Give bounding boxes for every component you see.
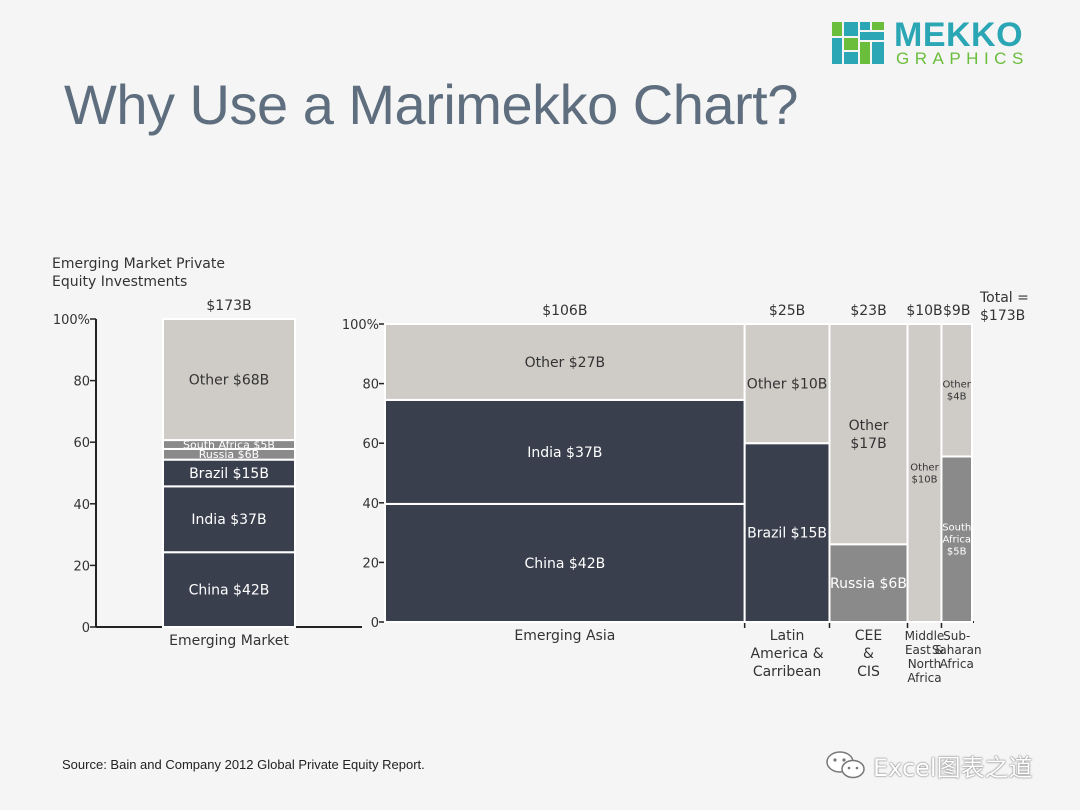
segment-label: Other $68B [189, 372, 270, 388]
bar-segment-brazil [162, 458, 296, 488]
logo-text-graphics: GRAPHICS [896, 49, 1029, 68]
column-total-label: $10B [906, 303, 942, 319]
left-y-tick-label: 80 [73, 375, 90, 390]
mekko-segment-label: Other $10B [747, 377, 828, 393]
mekko-segment-other [384, 323, 746, 401]
column-category-label: Saharan [932, 643, 982, 657]
left-total-label: $173B [206, 298, 251, 314]
mekko-segment-label: $17B [850, 436, 886, 452]
left-y-tick-label: 20 [73, 559, 90, 574]
mekko-segment-label: Africa [942, 535, 971, 546]
column-total-label: $9B [943, 303, 970, 319]
mekko-segment-other [743, 323, 831, 445]
right-y-tick-label: 0 [371, 616, 379, 631]
segment-label: China $42B [189, 583, 270, 599]
segment-label: India $37B [191, 512, 266, 528]
mekko-segment-label: Russia $6B [830, 576, 907, 592]
mekko-segment-label: $10B [912, 475, 938, 486]
left-axis-title: Emerging Market Private [52, 256, 225, 272]
mekko-segment-label: Other [910, 463, 939, 474]
mekko-segment-brazil [743, 442, 831, 624]
column-category-label: Latin [770, 628, 805, 644]
column-total-label: $25B [769, 303, 805, 319]
bar-segment-india [162, 485, 296, 554]
right-y-tick-label: 20 [362, 556, 379, 571]
grand-total-label: $173B [980, 308, 1025, 324]
column-category-label: Africa [907, 671, 941, 685]
left-y-tick-label: 0 [82, 621, 90, 636]
column-category-label: & [863, 646, 874, 662]
mekko-segment-other [940, 323, 973, 458]
column-category-label: Sub- [943, 629, 970, 643]
left-y-tick-label: 60 [73, 436, 90, 451]
mekko-segment-label: Other $27B [525, 355, 606, 371]
mekko-segment-other [828, 323, 909, 546]
mekko-segment-label: $4B [947, 392, 967, 403]
column-category-label: Middle [905, 629, 945, 643]
right-y-tick-label: 100% [342, 318, 379, 333]
mekko-segment-label: Brazil $15B [747, 526, 827, 542]
right-y-tick-label: 60 [362, 437, 379, 452]
slide-title: Why Use a Marimekko Chart? [64, 73, 798, 136]
bar-segment-other [162, 318, 296, 442]
mekko-segment-label: $5B [947, 547, 967, 558]
segment-label: South Africa $5B [183, 438, 275, 451]
column-category-label: CEE [855, 628, 882, 644]
column-category-label: Carribean [753, 664, 821, 680]
column-category-label: CIS [857, 664, 880, 680]
left-axis-title: Equity Investments [52, 274, 187, 290]
mekko-graphics-logo: MEKKO GRAPHICS [830, 16, 1060, 70]
mekko-segment-label: China $42B [524, 556, 605, 572]
mekko-segment-label: South [942, 523, 971, 534]
right-y-tick-label: 40 [362, 497, 379, 512]
column-category-label: East & [905, 643, 944, 657]
left-y-tick-label: 100% [53, 313, 90, 328]
wechat-icon [826, 751, 865, 779]
segment-label: Russia $6B [199, 448, 259, 461]
logo-grid-icon [832, 22, 884, 64]
source-note: Source: Bain and Company 2012 Global Pri… [62, 757, 425, 772]
column-total-label: $106B [542, 303, 587, 319]
column-category-label: America & [751, 646, 824, 662]
right-y-tick-label: 80 [362, 378, 379, 393]
column-category-label: Emerging Asia [514, 628, 615, 644]
column-total-label: $23B [850, 303, 886, 319]
column-category-label: Africa [940, 657, 974, 671]
mekko-segment-label: India $37B [527, 445, 602, 461]
mekko-segment-label: Other [849, 418, 889, 434]
segment-label: Brazil $15B [189, 466, 269, 482]
mekko-segment-label: Other [943, 380, 972, 391]
bar-segment-china [162, 551, 296, 629]
grand-total-label: Total = [979, 290, 1029, 306]
logo-text-mekko: MEKKO [894, 16, 1024, 54]
left-y-tick-label: 40 [73, 498, 90, 513]
watermark-text: Excel图表之道 [873, 754, 1033, 782]
left-category-label: Emerging Market [169, 633, 289, 649]
column-category-label: North [908, 657, 942, 671]
